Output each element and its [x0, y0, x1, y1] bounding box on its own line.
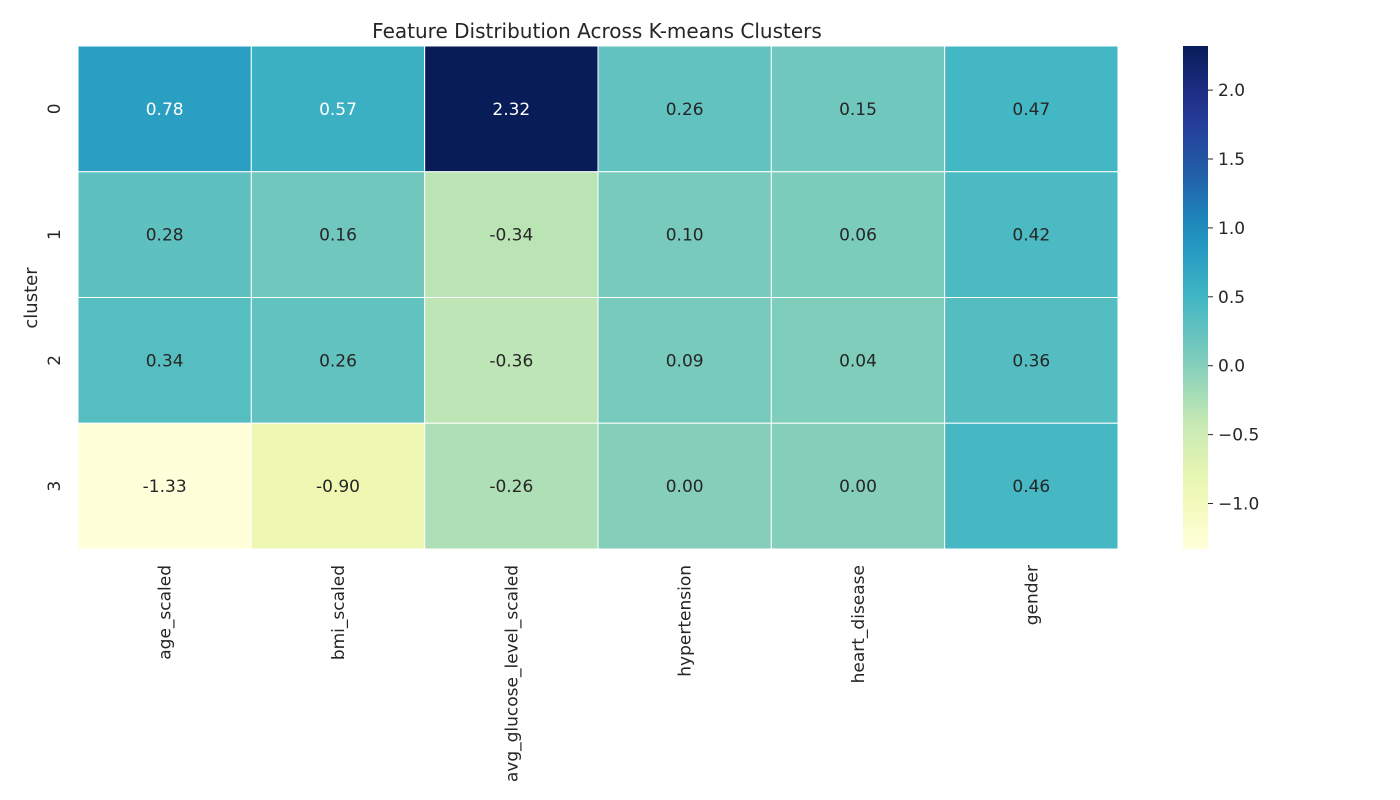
x-tick-label: hypertension: [676, 565, 696, 677]
heatmap-cell: [250, 45, 426, 173]
heatmap-cell: [77, 422, 252, 550]
y-axis-label: cluster: [21, 267, 42, 329]
cell-value-label: -0.36: [489, 351, 533, 371]
cell-value-label: 2.32: [492, 100, 530, 120]
cell-value-label: 0.42: [1012, 226, 1050, 246]
heatmap-cell: [597, 297, 772, 424]
y-tick-labels: 0 1 2 3: [45, 103, 65, 491]
cell-value-label: 0.46: [1012, 477, 1050, 497]
colorbar-tick-labels: 2.0 1.5 1.0 0.5 0.0 −0.5 −1.0: [1208, 81, 1259, 515]
heatmap-cell: [424, 45, 599, 173]
cell-value-label: -1.33: [143, 477, 187, 497]
y-tick-label: 0: [45, 103, 65, 114]
x-tick-label: heart_disease: [849, 565, 869, 683]
cell-value-label: 0.00: [839, 477, 877, 497]
colorbar-tick-label: 0.5: [1218, 288, 1245, 308]
x-tick-labels: age_scaled bmi_scaled avg_glucose_level_sc…: [156, 565, 1043, 782]
colorbar: [1183, 46, 1208, 549]
heatmap-cell: [597, 422, 772, 550]
heatmap-cell: [944, 171, 1119, 298]
heatmap-cell: [77, 297, 252, 424]
heatmap-cell: [424, 422, 599, 550]
cell-value-label: -0.90: [316, 477, 360, 497]
cell-value-label: -0.34: [489, 226, 533, 246]
cell-value-label: -0.26: [489, 477, 533, 497]
heatmap-cell: [944, 45, 1119, 173]
heatmap-cell: [597, 45, 772, 173]
heatmap-cell: [250, 171, 426, 298]
heatmap-cell: [424, 297, 599, 424]
colorbar-tick-label: 1.0: [1218, 219, 1245, 239]
cell-value-label: 0.09: [666, 351, 704, 371]
cell-value-label: 0.78: [146, 100, 184, 120]
cell-value-label: 0.28: [146, 226, 184, 246]
heatmap-cell: [250, 297, 426, 424]
cell-value-label: 0.10: [666, 226, 704, 246]
cell-value-label: 0.36: [1012, 351, 1050, 371]
cell-value-label: 0.47: [1012, 100, 1050, 120]
heatmap-cell: [77, 171, 252, 298]
cell-value-label: 0.15: [839, 100, 877, 120]
x-tick-label: bmi_scaled: [329, 565, 349, 660]
colorbar-tick-label: −0.5: [1218, 426, 1259, 446]
colorbar-tick-label: 2.0: [1218, 81, 1245, 101]
cell-value-label: 0.00: [666, 477, 704, 497]
cell-value-label: 0.57: [319, 100, 357, 120]
y-tick-label: 1: [45, 229, 65, 240]
x-tick-label: age_scaled: [156, 565, 176, 660]
heatmap-cell: [770, 45, 946, 173]
cell-value-label: 0.34: [146, 351, 184, 371]
cell-value-label: 0.16: [319, 226, 357, 246]
cell-value-label: 0.04: [839, 351, 877, 371]
colorbar-tick-label: −1.0: [1218, 495, 1259, 515]
heatmap-cell: [944, 422, 1119, 550]
heatmap-cell: [250, 422, 426, 550]
heatmap-cell: [77, 45, 252, 173]
heatmap-cell: [944, 297, 1119, 424]
heatmap-cell: [770, 297, 946, 424]
x-tick-label: avg_glucose_level_scaled: [502, 565, 522, 782]
cell-value-label: 0.06: [839, 226, 877, 246]
heatmap-cell: [770, 422, 946, 550]
y-tick-label: 3: [45, 481, 65, 492]
heatmap-cells: 0.78 0.57 2.32 0.26 0.15 0.47 0.28 0.16 -0.34 0.1…: [77, 45, 1119, 550]
chart-title: Feature Distribution Across K-means Clus…: [372, 19, 822, 43]
cell-value-label: 0.26: [319, 351, 357, 371]
colorbar-tick-label: 0.0: [1218, 357, 1245, 377]
x-tick-label: gender: [1022, 565, 1042, 625]
cell-value-label: 0.26: [666, 100, 704, 120]
colorbar-tick-label: 1.5: [1218, 150, 1245, 170]
y-tick-label: 2: [45, 355, 65, 366]
heatmap-cell: [597, 171, 772, 298]
